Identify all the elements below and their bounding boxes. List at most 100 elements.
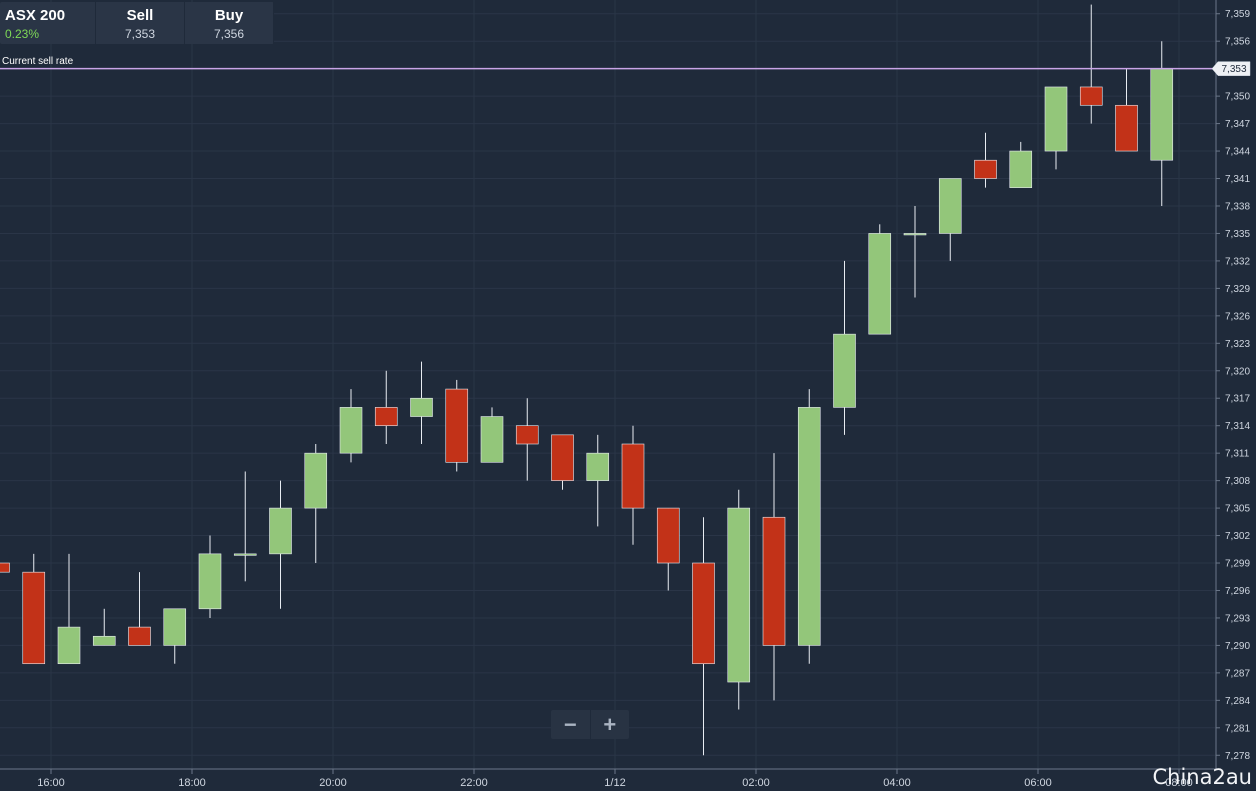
candle	[586, 434, 610, 527]
candle	[974, 132, 997, 188]
y-tick-label: 7,305	[1225, 504, 1250, 515]
zoom-out-button[interactable]: −	[551, 710, 590, 739]
candle-body	[480, 416, 504, 463]
candle	[57, 553, 81, 665]
y-tick-label: 7,284	[1225, 696, 1250, 707]
candle-body	[128, 626, 151, 646]
y-tick-label: 7,350	[1225, 92, 1250, 103]
x-tick-label: 08:00	[1165, 777, 1193, 789]
candle-body	[374, 407, 398, 426]
y-tick-label: 7,344	[1225, 147, 1250, 158]
candle-body	[1150, 68, 1174, 161]
y-tick-label: 7,347	[1225, 119, 1250, 130]
x-tick-label: 02:00	[742, 777, 770, 789]
candle	[304, 444, 328, 564]
y-tick-label: 7,308	[1225, 476, 1250, 487]
y-tick-label: 7,338	[1225, 201, 1250, 212]
sell-button[interactable]: Sell 7,353	[96, 2, 185, 44]
y-tick-label: 7,317	[1225, 394, 1250, 405]
candle	[22, 553, 46, 665]
candle	[374, 370, 398, 445]
candle-body	[938, 178, 962, 234]
x-tick-label: 04:00	[883, 777, 911, 789]
candle-body	[974, 159, 997, 179]
x-tick-label: 20:00	[319, 777, 347, 789]
candle	[621, 425, 645, 545]
y-tick-label: 7,332	[1225, 256, 1250, 267]
candle-body	[621, 443, 645, 509]
candle-body	[551, 434, 574, 481]
y-tick-label: 7,320	[1225, 366, 1250, 377]
candle	[0, 562, 10, 573]
sell-label: Sell	[126, 7, 154, 24]
candle-body	[762, 516, 786, 646]
candle-body	[445, 388, 469, 463]
candle	[1044, 86, 1068, 170]
y-tick-label: 7,278	[1225, 751, 1250, 762]
x-tick-label: 06:00	[1024, 777, 1052, 789]
y-tick-label: 7,356	[1225, 37, 1250, 48]
candle-body	[92, 635, 116, 646]
candle-body	[233, 553, 257, 556]
y-tick-label: 7,302	[1225, 531, 1250, 542]
candle	[551, 434, 574, 490]
candle-body	[269, 507, 292, 555]
y-tick-label: 7,290	[1225, 641, 1250, 652]
x-tick-label: 1/12	[604, 777, 625, 789]
candle-body	[797, 407, 821, 646]
zoom-in-button[interactable]: +	[589, 710, 630, 739]
chart-grid	[0, 0, 1216, 769]
watermark: China2au	[1152, 765, 1252, 789]
candle-body	[586, 452, 610, 481]
y-tick-label: 7,335	[1225, 229, 1250, 240]
candle-body	[868, 233, 892, 335]
y-tick-label: 7,296	[1225, 586, 1250, 597]
buy-button[interactable]: Buy 7,356	[185, 2, 274, 44]
candle-body	[727, 507, 751, 683]
y-tick-label: 7,341	[1225, 174, 1250, 185]
candle-body	[304, 452, 328, 509]
candle	[163, 608, 187, 664]
instrument-change: 0.23%	[5, 27, 40, 41]
minus-icon: −	[563, 711, 577, 737]
candle	[410, 361, 433, 445]
sell-value: 7,353	[124, 27, 156, 41]
candle	[92, 608, 116, 646]
candle	[198, 535, 222, 618]
candle	[1009, 141, 1033, 188]
candle	[339, 389, 363, 463]
y-tick-label: 7,299	[1225, 559, 1250, 570]
candle-body	[22, 571, 46, 665]
candle-body	[1079, 86, 1103, 106]
candle-body	[339, 407, 363, 454]
y-tick-label: 7,287	[1225, 668, 1250, 679]
x-tick-label: 22:00	[460, 777, 488, 789]
instrument-ticker[interactable]: ASX 200 0.23% Sell 7,353 Buy 7,356	[0, 2, 274, 44]
y-tick-label: 7,323	[1225, 339, 1250, 350]
candle-body	[515, 425, 539, 445]
y-tick-label: 7,311	[1225, 449, 1250, 460]
zoom-controls: − +	[551, 710, 629, 739]
buy-label: Buy	[214, 7, 244, 24]
buy-value: 7,356	[213, 27, 245, 41]
candle	[833, 260, 856, 435]
candle	[233, 471, 257, 582]
candle-body	[656, 507, 680, 564]
candle-body	[1115, 104, 1138, 152]
candle	[515, 398, 539, 481]
candle	[480, 407, 504, 463]
candle	[128, 572, 151, 646]
y-tick-label: 7,359	[1225, 9, 1250, 20]
candle	[797, 389, 821, 664]
candle-body	[198, 553, 222, 610]
instrument-info[interactable]: ASX 200 0.23%	[0, 2, 96, 44]
y-tick-label: 7,326	[1225, 311, 1250, 322]
candle	[903, 205, 927, 298]
y-tick-label: 7,293	[1225, 613, 1250, 624]
y-tick-label: 7,281	[1225, 723, 1250, 734]
plus-icon: +	[603, 711, 617, 737]
candle-body	[163, 608, 187, 646]
candle	[656, 507, 680, 591]
